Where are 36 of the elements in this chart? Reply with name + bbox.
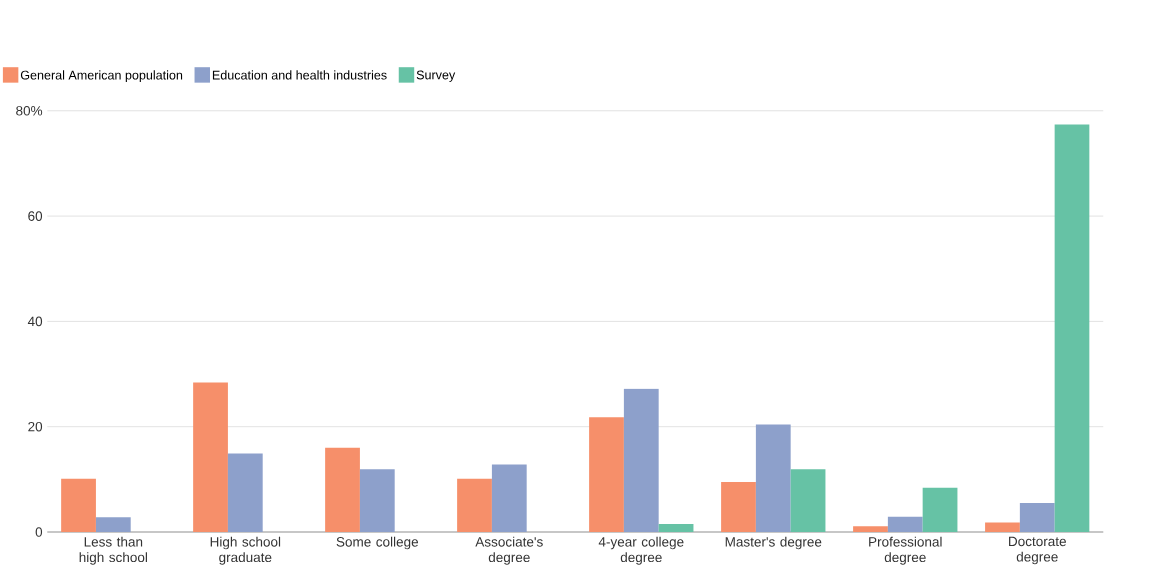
y-tick-label: 20 — [28, 422, 43, 432]
x-tick-label: 4-year college degree — [598, 536, 684, 565]
y-tick-label: 60 — [28, 211, 43, 221]
bar — [721, 482, 756, 533]
x-tick-label: Associate's degree — [475, 536, 543, 565]
bar — [457, 478, 492, 533]
bar — [623, 388, 659, 533]
bar — [491, 464, 527, 533]
bar — [790, 469, 826, 533]
x-tick-label: Less than high school — [79, 536, 147, 565]
bar — [853, 526, 888, 533]
y-tick-label: 0 — [35, 527, 43, 537]
bar — [95, 517, 131, 533]
bar — [1054, 124, 1090, 533]
bar — [922, 487, 958, 533]
bar — [1019, 503, 1055, 533]
bar — [227, 453, 263, 533]
bar — [658, 524, 694, 533]
bar — [887, 516, 923, 533]
bar — [985, 522, 1020, 533]
x-tick-label: High school graduate — [210, 536, 281, 565]
y-tick-label: 40 — [27, 316, 43, 327]
x-tick-label: Doctorate degree — [1009, 536, 1066, 565]
legend-label: General American population — [20, 70, 183, 83]
x-tick-label: Professional degree — [869, 536, 942, 565]
legend-label: Education and health industries — [212, 70, 387, 80]
x-tick-label: Master's degree — [725, 536, 822, 550]
bar — [61, 478, 96, 533]
bar — [755, 424, 791, 533]
y-tick-label: 80% — [16, 106, 43, 116]
bar — [359, 469, 395, 533]
bar — [325, 447, 360, 533]
bar — [589, 417, 624, 533]
legend-label: Survey — [416, 70, 456, 82]
x-tick-label: Some college — [336, 536, 419, 550]
bar — [193, 382, 228, 533]
